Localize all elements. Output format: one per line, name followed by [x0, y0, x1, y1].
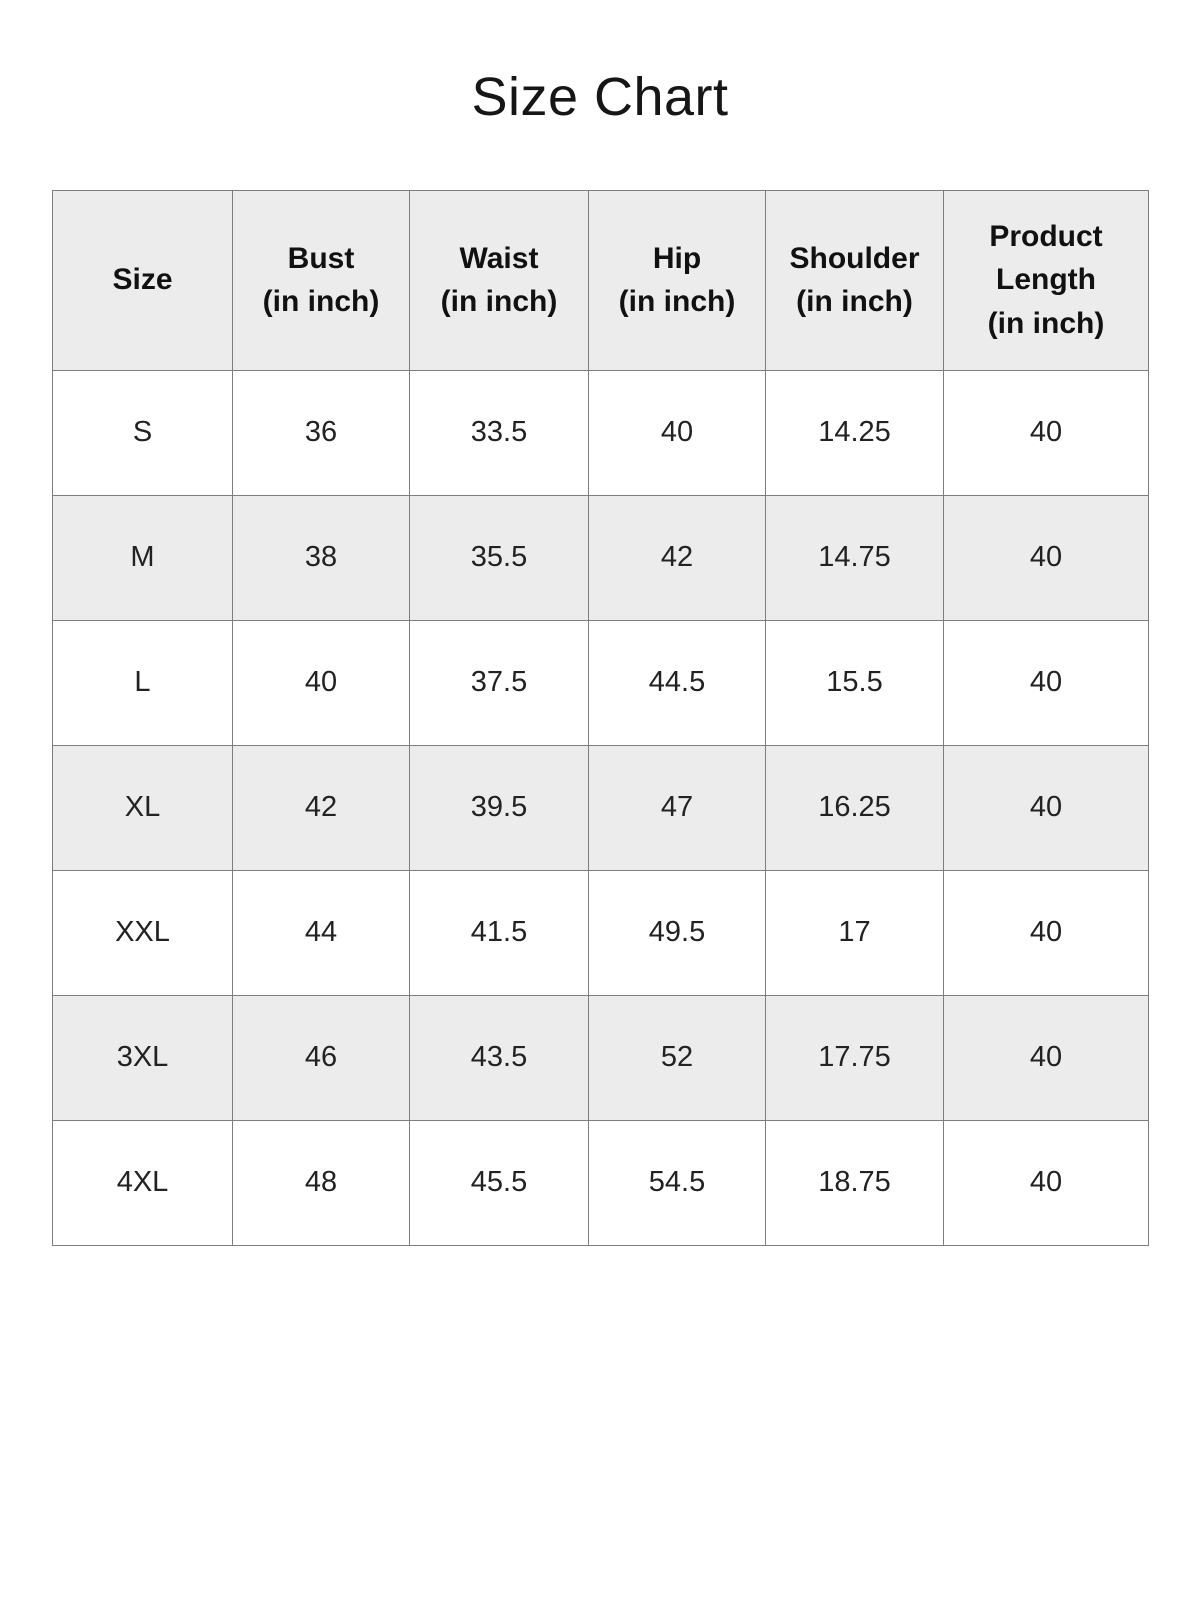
table-cell: 40 — [943, 869, 1149, 996]
table-row-m: M 38 35.5 42 14.75 40 — [52, 494, 1149, 621]
table-cell: 40 — [943, 1119, 1149, 1246]
table-cell: 38 — [232, 494, 410, 621]
column-header-size: Size — [52, 189, 233, 371]
table-row-xxl: XXL 44 41.5 49.5 17 40 — [52, 869, 1149, 996]
table-row-3xl: 3XL 46 43.5 52 17.75 40 — [52, 994, 1149, 1121]
table-cell: 42 — [588, 494, 766, 621]
table-cell: 14.25 — [765, 369, 944, 496]
table-cell: 40 — [943, 369, 1149, 496]
table-cell: 16.25 — [765, 744, 944, 871]
table-cell: 15.5 — [765, 619, 944, 746]
table-row-s: S 36 33.5 40 14.25 40 — [52, 369, 1149, 496]
table-cell: 40 — [943, 619, 1149, 746]
table-cell: 41.5 — [409, 869, 589, 996]
table-cell: 17 — [765, 869, 944, 996]
table-cell: 40 — [943, 494, 1149, 621]
table-cell: 37.5 — [409, 619, 589, 746]
column-header-bust: Bust (in inch) — [232, 189, 410, 371]
row-size-label: 3XL — [52, 994, 233, 1121]
table-cell: 33.5 — [409, 369, 589, 496]
row-size-label: XXL — [52, 869, 233, 996]
table-cell: 46 — [232, 994, 410, 1121]
column-header-shoulder: Shoulder (in inch) — [765, 189, 944, 371]
column-header-product-length: Product Length (in inch) — [943, 189, 1149, 371]
row-size-label: XL — [52, 744, 233, 871]
table-cell: 36 — [232, 369, 410, 496]
table-row-xl: XL 42 39.5 47 16.25 40 — [52, 744, 1149, 871]
table-cell: 42 — [232, 744, 410, 871]
column-header-waist: Waist (in inch) — [409, 189, 589, 371]
table-cell: 39.5 — [409, 744, 589, 871]
table-cell: 44 — [232, 869, 410, 996]
table-row-l: L 40 37.5 44.5 15.5 40 — [52, 619, 1149, 746]
row-size-label: L — [52, 619, 233, 746]
column-header-hip: Hip (in inch) — [588, 189, 766, 371]
table-cell: 35.5 — [409, 494, 589, 621]
table-cell: 52 — [588, 994, 766, 1121]
table-cell: 48 — [232, 1119, 410, 1246]
table-cell: 43.5 — [409, 994, 589, 1121]
table-cell: 17.75 — [765, 994, 944, 1121]
table-cell: 44.5 — [588, 619, 766, 746]
page-title: Size Chart — [471, 67, 729, 127]
row-size-label: 4XL — [52, 1119, 233, 1246]
table-cell: 40 — [943, 994, 1149, 1121]
table-cell: 18.75 — [765, 1119, 944, 1246]
table-cell: 45.5 — [409, 1119, 589, 1246]
table-cell: 49.5 — [588, 869, 766, 996]
table-cell: 40 — [232, 619, 410, 746]
table-row-4xl: 4XL 48 45.5 54.5 18.75 40 — [52, 1119, 1149, 1246]
table-cell: 40 — [943, 744, 1149, 871]
size-chart-table: Size Bust (in inch) Waist (in inch) Hip … — [52, 189, 1149, 1246]
table-cell: 40 — [588, 369, 766, 496]
table-cell: 54.5 — [588, 1119, 766, 1246]
row-size-label: M — [52, 494, 233, 621]
row-size-label: S — [52, 369, 233, 496]
table-cell: 47 — [588, 744, 766, 871]
table-cell: 14.75 — [765, 494, 944, 621]
table-header-row: Size Bust (in inch) Waist (in inch) Hip … — [52, 189, 1149, 371]
